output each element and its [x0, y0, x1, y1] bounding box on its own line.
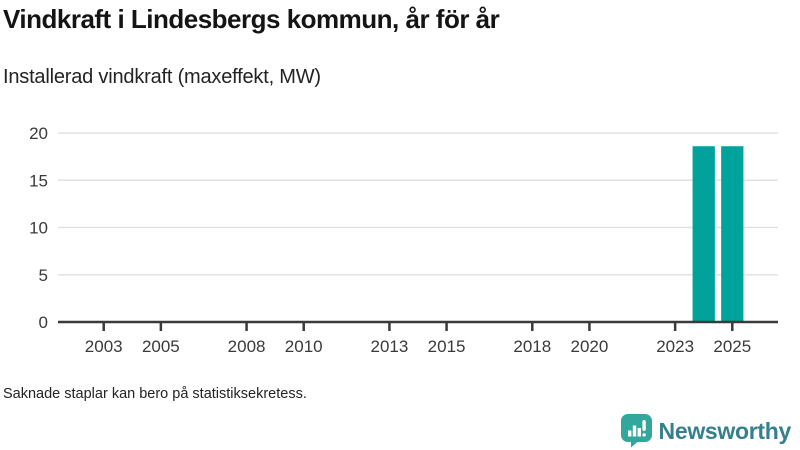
chart-title: Vindkraft i Lindesbergs kommun, år för å… [3, 4, 500, 34]
newsworthy-wordmark: Newsworthy [658, 417, 792, 444]
x-tick-label: 2013 [371, 337, 409, 356]
bar [692, 146, 715, 322]
y-tick-label: 10 [29, 219, 48, 238]
x-tick-label: 2015 [428, 337, 466, 356]
bar-chart: 0 5 10 15 20 2003 2005 2008 2010 2013 2015 2018 2020… [29, 124, 778, 356]
chart-subtitle: Installerad vindkraft (maxeffekt, MW) [3, 66, 321, 88]
x-tick-label: 2018 [513, 337, 551, 356]
y-tick-label: 20 [29, 124, 48, 143]
x-tick-label: 2025 [713, 337, 751, 356]
x-tick-label: 2005 [142, 337, 180, 356]
bar-chart-speech-bubble-icon [620, 414, 652, 448]
newsworthy-logo: Newsworthy [620, 414, 792, 448]
x-tick-label: 2008 [228, 337, 266, 356]
y-tick-label: 15 [29, 171, 48, 190]
x-tick-label: 2003 [85, 337, 123, 356]
y-tick-label: 0 [39, 313, 48, 332]
x-tick-label: 2023 [656, 337, 694, 356]
bar [721, 146, 744, 322]
x-tick-label: 2020 [571, 337, 609, 356]
y-tick-label: 5 [39, 266, 48, 285]
footnote: Saknade staplar kan bero på statistiksek… [3, 386, 307, 402]
x-tick-label: 2010 [285, 337, 323, 356]
